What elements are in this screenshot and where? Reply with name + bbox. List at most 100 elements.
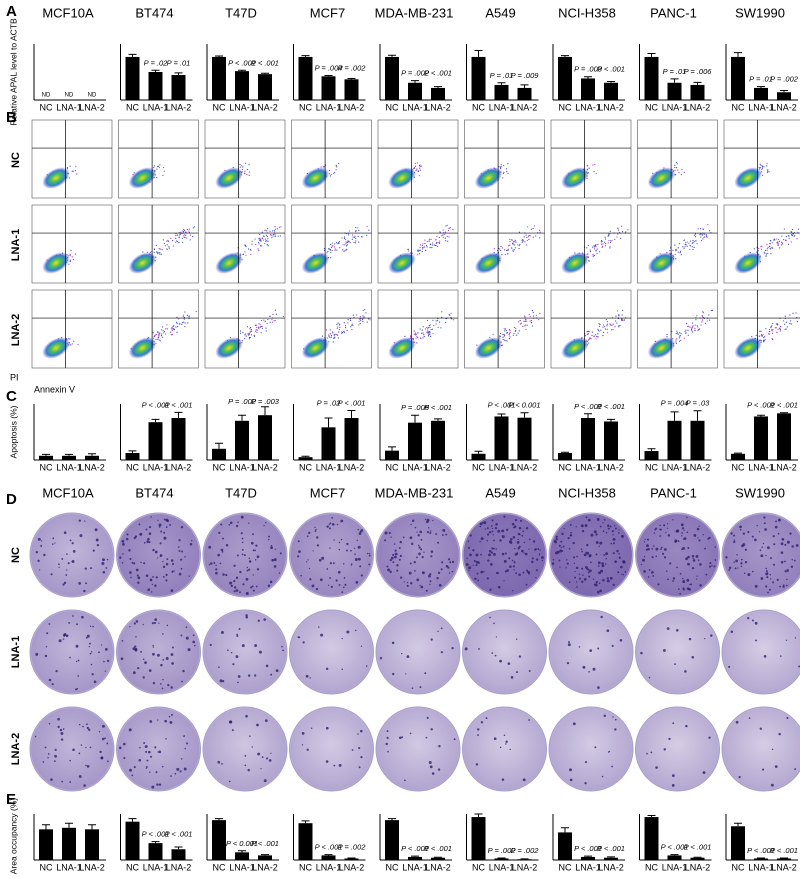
flow-dot (250, 329, 252, 331)
stain (31, 514, 113, 596)
colony (336, 523, 339, 526)
cell-line-title: A549 (485, 485, 515, 500)
flow-dot (418, 175, 421, 177)
flow-dot (245, 162, 247, 164)
flow-dot (777, 244, 779, 246)
bar (731, 56, 745, 100)
colony (795, 544, 799, 547)
flow-dot (71, 170, 73, 172)
colony (168, 715, 171, 718)
colony (672, 722, 675, 725)
colony (390, 556, 394, 560)
colony (326, 568, 329, 570)
x-tick-label: LNA-2 (339, 462, 365, 472)
colony (42, 761, 45, 763)
colony (148, 541, 151, 544)
flow-dot (768, 328, 771, 331)
error-bar (561, 451, 569, 453)
colony (483, 570, 485, 573)
colony (255, 544, 258, 547)
flow-dot (606, 325, 608, 327)
colony (150, 516, 152, 518)
colony (759, 727, 762, 730)
flow-dot (604, 241, 606, 243)
flow-dot (436, 241, 438, 244)
flow-dot (346, 242, 348, 244)
flow-dot (353, 241, 355, 244)
bar (777, 92, 791, 100)
colony (340, 519, 344, 523)
colony (37, 559, 40, 562)
colony (479, 540, 481, 543)
flow-dot (513, 249, 515, 251)
flow-dot (588, 167, 590, 169)
flow-cluster (215, 252, 243, 274)
colony (791, 558, 793, 561)
flow-dot (449, 314, 451, 316)
dish (375, 512, 461, 598)
colony (583, 553, 587, 557)
flow-dot (509, 336, 511, 338)
stain (377, 708, 459, 790)
colony (560, 547, 563, 549)
colony (640, 563, 643, 566)
flow-dot (343, 322, 345, 324)
colony (128, 728, 132, 732)
flow-dot (760, 246, 762, 248)
colony (185, 742, 189, 745)
flow-dot (701, 319, 704, 321)
x-tick-label: LNA-2 (685, 102, 711, 112)
colony (120, 657, 124, 660)
colony (354, 553, 356, 555)
flow-dot (435, 323, 437, 325)
flow-dot (796, 321, 798, 323)
flow-dot (586, 247, 588, 249)
flow-dot (586, 165, 588, 167)
colony (235, 524, 239, 528)
flow-dot (344, 325, 347, 327)
p-value: P < .001 (424, 69, 452, 78)
colony (275, 669, 279, 673)
colony (440, 568, 443, 571)
colony (555, 538, 558, 541)
colony (665, 570, 668, 572)
flow-dot (344, 326, 347, 329)
colony (220, 523, 223, 526)
flow-dot (696, 243, 698, 245)
colony (157, 653, 160, 657)
colony (133, 536, 136, 540)
flow-dot (515, 327, 517, 329)
colony (432, 519, 434, 522)
colony (208, 545, 212, 549)
colony (612, 583, 615, 587)
colony (246, 569, 249, 572)
flow-dot (168, 247, 170, 249)
flow-dot (339, 247, 341, 249)
colony (315, 587, 319, 591)
flow-dot (691, 327, 693, 329)
colony (155, 576, 158, 579)
flow-dot (514, 239, 516, 241)
flow-dot (499, 337, 501, 339)
flow-dot (187, 322, 189, 324)
bar (644, 817, 659, 860)
error-bar (693, 410, 702, 421)
flow-dot (422, 337, 424, 339)
flow-dot (330, 257, 332, 259)
flow-dot (175, 237, 177, 239)
flow-dot (600, 239, 603, 242)
colony (229, 581, 233, 585)
colony (148, 532, 152, 535)
colony (740, 565, 743, 568)
flow-dot (328, 335, 330, 337)
flow-dot (353, 316, 355, 319)
colony (581, 580, 584, 583)
colony (709, 562, 712, 565)
colony (739, 528, 742, 531)
colony (241, 548, 244, 551)
x-tick-label: NC (559, 102, 572, 112)
flow-dot (274, 231, 276, 233)
flow-dot (354, 242, 357, 244)
colony (358, 532, 362, 535)
colony (599, 525, 602, 528)
